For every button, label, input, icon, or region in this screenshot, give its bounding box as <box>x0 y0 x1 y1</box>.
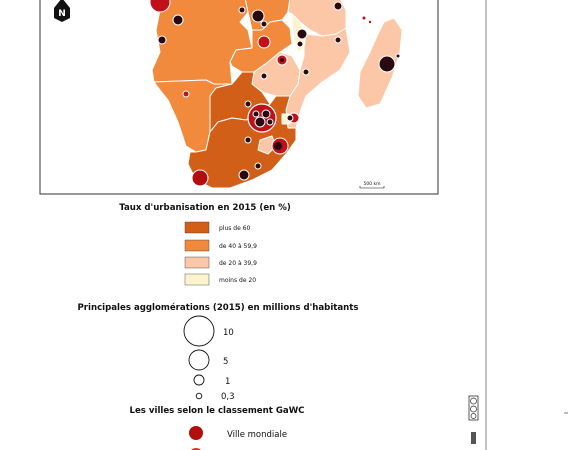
city-port-elizabeth <box>238 169 250 181</box>
scale-line <box>359 186 385 189</box>
license-badge <box>468 395 479 444</box>
legend-swatch-1 <box>184 221 210 234</box>
city-lilongwe <box>296 28 308 40</box>
city-harare-core <box>280 58 284 62</box>
legend-swatch-3 <box>184 256 210 269</box>
city-maputo-core <box>286 114 294 122</box>
north-arrow-shape <box>54 0 70 22</box>
legend-value-03: 0,3 <box>221 392 235 402</box>
city-beira <box>302 68 310 76</box>
city-kinshasa-edge <box>238 6 246 14</box>
legend-label-3: de 20 à 39,9 <box>219 260 257 267</box>
legend-value-1: 1 <box>225 377 230 387</box>
cc-badge-circle-2 <box>470 405 477 413</box>
city-antananarivo <box>378 55 396 73</box>
city-blantyre <box>296 40 304 48</box>
scale-label: 500 km <box>363 181 380 187</box>
cc-badge-circle-3 <box>470 413 477 419</box>
legend-swatch-2 <box>184 239 210 252</box>
city-vereeniging <box>266 118 274 126</box>
legend-agglomerations-title: Principales agglomérations (2015) en mil… <box>77 302 358 313</box>
city-pretoria <box>261 109 271 119</box>
legend-urbanisation-items: plus de 60 de 40 à 59,9 de 20 à 39,9 moi… <box>184 221 257 286</box>
city-lusaka <box>257 35 271 49</box>
city-windhoek <box>182 90 190 98</box>
legend-label-1: plus de 60 <box>219 225 251 232</box>
cc-badge-mark <box>471 432 476 444</box>
legend-circle-5 <box>188 349 210 371</box>
legend-gawc: Les villes selon le classement GaWC Vill… <box>130 406 305 450</box>
city-bulawayo <box>260 72 268 80</box>
city-bloemfontein <box>244 136 252 144</box>
city-nampula <box>334 36 342 44</box>
city-east-london <box>254 162 262 170</box>
scale-bar: 500 km <box>359 181 385 189</box>
legend-circle-10 <box>183 315 215 347</box>
cities <box>149 0 401 187</box>
city-lubumbashi <box>251 9 265 23</box>
city-ekurhuleni <box>252 110 260 118</box>
legend-gawc-label-1: Ville mondiale <box>227 430 287 440</box>
legend-circle-1 <box>193 374 205 386</box>
legend-circle-03 <box>195 392 203 400</box>
cc-badge-circle <box>470 397 477 405</box>
island-comoros-2 <box>368 20 372 24</box>
city-toamasina <box>395 53 401 59</box>
city-gaborone <box>244 100 252 108</box>
legend-urbanisation-title: Taux d'urbanisation en 2015 (en %) <box>119 203 291 213</box>
north-arrow: N <box>54 0 70 22</box>
cc-badge <box>468 395 479 421</box>
city-durban-core <box>274 142 282 150</box>
city-luanda <box>149 0 171 13</box>
city-city-a <box>260 20 268 28</box>
legend-value-5: 5 <box>223 357 228 367</box>
city-dar-es-salaam <box>333 1 343 11</box>
legend-gawc-title: Les villes selon le classement GaWC <box>130 406 305 416</box>
city-cape-town <box>191 169 209 187</box>
map-panel: N 500 km <box>39 0 439 195</box>
region-lesotho <box>257 135 277 155</box>
legend-swatch-4 <box>184 273 210 286</box>
city-city-b <box>172 14 184 26</box>
legend-urbanisation: Taux d'urbanisation en 2015 (en %) plus … <box>119 203 291 286</box>
north-arrow-label: N <box>58 9 66 19</box>
legend-agglomerations: Principales agglomérations (2015) en mil… <box>77 302 358 402</box>
legend-label-2: de 40 à 59,9 <box>219 243 257 250</box>
island-comoros <box>362 16 366 20</box>
legend-label-4: moins de 20 <box>219 277 256 284</box>
legend-gawc-symbol-1 <box>189 426 203 440</box>
city-huambo <box>157 35 167 45</box>
city-johannesburg <box>254 116 266 128</box>
legend-value-10: 10 <box>223 328 234 338</box>
